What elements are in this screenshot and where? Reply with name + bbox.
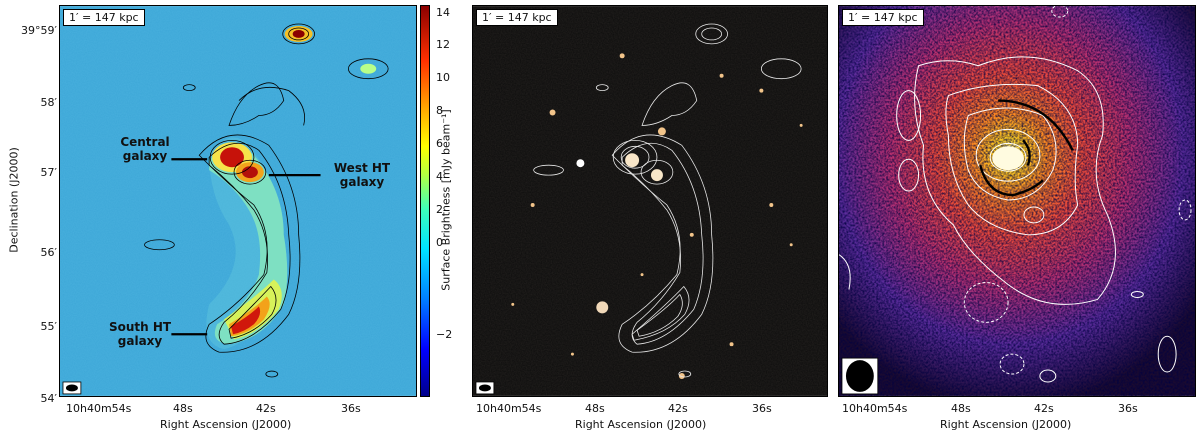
xray-image: [839, 6, 1195, 396]
y-tick-label: 58′: [40, 96, 58, 109]
x-tick-label: 36s: [1118, 402, 1138, 415]
x-tick-label: 10h40m54s: [476, 402, 542, 415]
optical-image: [473, 6, 827, 396]
x-tick-label: 10h40m54s: [66, 402, 132, 415]
colorbar-tick: 10: [436, 71, 450, 84]
colorbar-tick: 6: [436, 137, 443, 150]
x-tick-label: 36s: [752, 402, 772, 415]
radio-map-panel: 1′ = 147 kpc: [59, 5, 417, 397]
x-axis-title: Right Ascension (J2000): [940, 418, 1072, 431]
xray-image-panel: 1′ = 147 kpc: [838, 5, 1196, 397]
y-tick-label: 39°59′: [21, 24, 57, 37]
x-axis-title: Right Ascension (J2000): [160, 418, 292, 431]
x-tick-label: 42s: [256, 402, 276, 415]
x-tick-label: 48s: [173, 402, 193, 415]
y-tick-label: 56′: [40, 246, 58, 259]
x-tick-label: 48s: [585, 402, 605, 415]
colorbar-tick: 8: [436, 104, 443, 117]
scale-label: 1′ = 147 kpc: [842, 9, 924, 26]
x-tick-label: 48s: [951, 402, 971, 415]
colorbar-tick: −2: [436, 328, 453, 341]
x-tick-label: 42s: [1034, 402, 1054, 415]
colorbar-tick: 14: [436, 6, 450, 19]
colorbar-title: Surface Brightness [mJy beam⁻¹]: [439, 109, 453, 291]
west-ht-galaxy-label: West HT galaxy: [333, 161, 391, 189]
colorbar-tick: 12: [436, 38, 450, 51]
radio-map-image: [60, 6, 416, 396]
y-axis-title: Declination (J2000): [7, 147, 21, 253]
colorbar-tick: 4: [436, 170, 443, 183]
y-tick-label: 57′: [40, 166, 58, 179]
optical-image-panel: 1′ = 147 kpc: [472, 5, 828, 397]
x-tick-label: 10h40m54s: [842, 402, 908, 415]
x-tick-label: 42s: [668, 402, 688, 415]
scale-label: 1′ = 147 kpc: [476, 9, 558, 26]
colorbar: [420, 5, 430, 397]
central-galaxy-label: Central galaxy: [120, 135, 170, 163]
south-ht-galaxy-label: South HT galaxy: [108, 320, 172, 348]
y-tick-label: 54′: [40, 392, 58, 405]
y-tick-label: 55′: [40, 320, 58, 333]
colorbar-tick: 2: [436, 203, 443, 216]
scale-label: 1′ = 147 kpc: [63, 9, 145, 26]
colorbar-tick: 0: [436, 236, 443, 249]
x-tick-label: 36s: [341, 402, 361, 415]
x-axis-title: Right Ascension (J2000): [575, 418, 707, 431]
